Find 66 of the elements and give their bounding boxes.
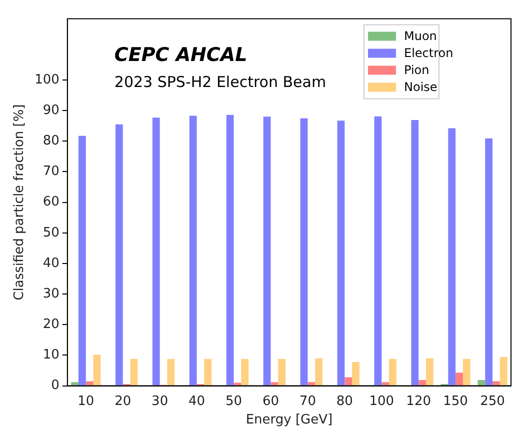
- y-tick-label: 10: [42, 348, 60, 363]
- bar: [337, 120, 345, 386]
- bar: [130, 358, 138, 386]
- y-tick-label: 80: [42, 134, 60, 149]
- bar: [344, 377, 352, 386]
- y-tick-label: 0: [51, 378, 60, 394]
- y-tick-label: 90: [42, 102, 60, 118]
- bar: [315, 358, 322, 386]
- text: CEPC AHCAL: [114, 44, 248, 66]
- bar: [411, 120, 419, 386]
- y-tick-label: 60: [42, 194, 60, 210]
- bar: [189, 116, 197, 386]
- bar: [456, 372, 463, 386]
- bar: [352, 362, 360, 386]
- legend-label: Electron: [404, 46, 454, 60]
- bar: [492, 381, 500, 386]
- bar: [93, 354, 101, 386]
- x-tick-label: 70: [299, 394, 316, 409]
- legend-label: Noise: [404, 80, 438, 94]
- legend-label: Muon: [404, 28, 437, 43]
- x-tick-label: 120: [406, 394, 431, 409]
- bar: [204, 358, 212, 386]
- bar: [462, 358, 470, 386]
- bar: [263, 116, 271, 386]
- x-tick-label: 30: [152, 394, 168, 409]
- bar: [234, 382, 242, 386]
- bar: [308, 382, 316, 386]
- x-tick-label: 50: [225, 394, 242, 409]
- bar: [278, 358, 286, 386]
- y-tick-label: 100: [34, 72, 60, 88]
- bar: [241, 358, 249, 386]
- y-tick-label: 20: [42, 317, 60, 332]
- bar: [78, 136, 86, 386]
- bar: [167, 358, 175, 386]
- x-tick-label: 20: [114, 394, 132, 409]
- y-tick-label: 50: [42, 225, 60, 240]
- bar: [115, 124, 123, 386]
- x-tick-label: 10: [78, 394, 94, 409]
- bar: [71, 382, 79, 386]
- bar: [389, 358, 396, 386]
- y-tick-label: 30: [42, 286, 60, 302]
- bar: [86, 381, 94, 386]
- bar: [448, 128, 456, 386]
- bar: [500, 357, 508, 386]
- x-tick-label: 100: [369, 394, 394, 409]
- bar: [152, 118, 160, 386]
- bar: [426, 358, 434, 386]
- bar: [478, 380, 486, 386]
- x-tick-label: 40: [188, 394, 206, 409]
- bar: [485, 138, 493, 386]
- x-tick-label: 60: [262, 394, 279, 409]
- bar: [374, 116, 382, 386]
- text: 2023 SPS-H2 Electron Beam: [114, 72, 326, 91]
- y-tick-label: 40: [42, 256, 60, 271]
- x-tick-label: 250: [480, 394, 505, 409]
- bar: [300, 118, 308, 386]
- x-axis-title: Energy [GeV]: [246, 412, 333, 428]
- bar: [226, 114, 234, 386]
- bar: [270, 382, 278, 386]
- bar: [382, 382, 390, 386]
- y-axis-title: Classified particle fraction [%]: [12, 104, 28, 300]
- bar: [418, 380, 426, 386]
- x-tick-label: 150: [443, 394, 468, 409]
- legend-label: Pion: [404, 62, 430, 77]
- x-tick-label: 80: [336, 394, 353, 409]
- y-tick-label: 70: [42, 164, 60, 180]
